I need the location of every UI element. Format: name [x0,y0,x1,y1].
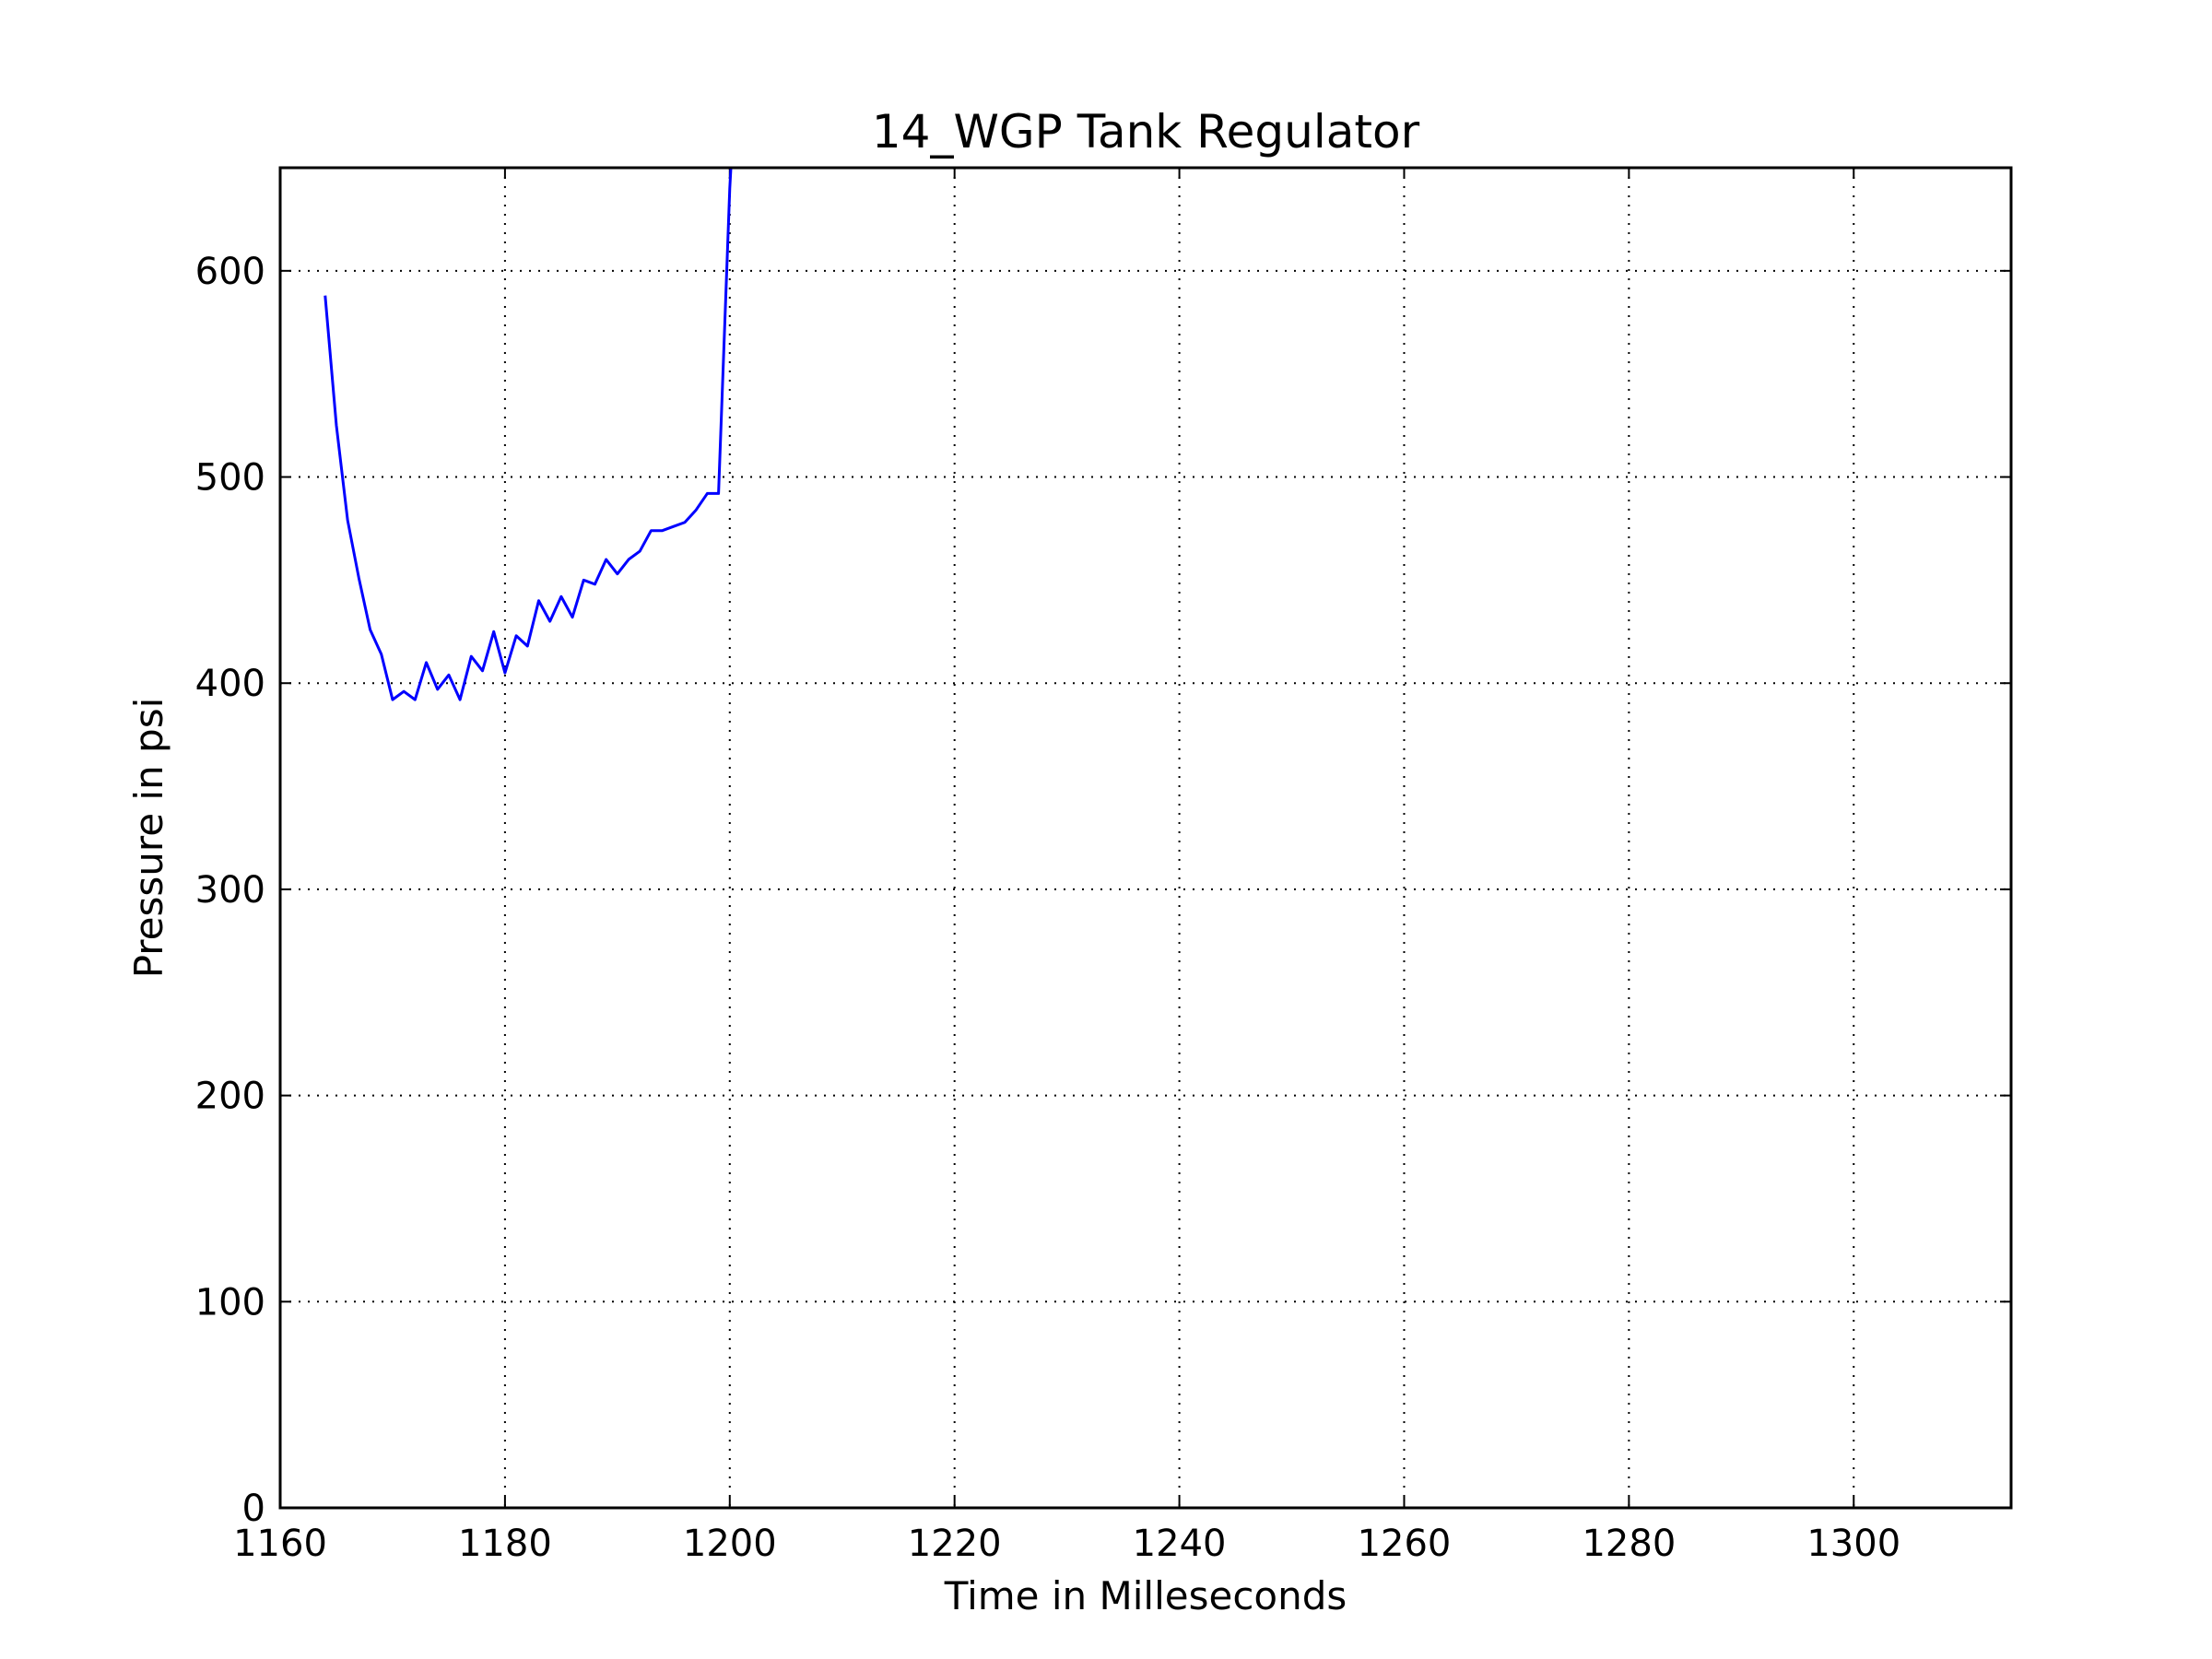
y-tick-label: 400 [195,663,265,705]
series-line [324,168,733,701]
y-tick-label: 600 [195,251,265,293]
y-tick-label: 300 [195,869,265,912]
x-axis-label: Time in Milleseconds [944,1573,1347,1618]
x-tick-label: 1300 [1806,1523,1900,1565]
y-tick-label: 100 [195,1281,265,1324]
series-layer [324,168,733,701]
y-axis-label: Pressure in psi [126,698,171,979]
y-tick-label: 200 [195,1076,265,1118]
x-tick-label: 1200 [683,1523,777,1565]
grid-layer [280,168,2011,1508]
x-tick-label: 1240 [1133,1523,1227,1565]
x-tick-label: 1180 [458,1523,552,1565]
x-tick-label: 1160 [233,1523,327,1565]
y-tick-label: 0 [242,1488,265,1530]
x-tick-label: 1260 [1358,1523,1452,1565]
y-tick-label: 500 [195,457,265,500]
x-tick-label: 1220 [908,1523,1002,1565]
chart-title: 14_WGP Tank Regulator [872,105,1420,159]
plot-frame [278,166,2013,1510]
x-tick-label: 1280 [1582,1523,1676,1565]
tick-layer: 1160 1180 1200 1220 1240 1260 1280 1300 0 100 200 3… [195,168,2011,1565]
